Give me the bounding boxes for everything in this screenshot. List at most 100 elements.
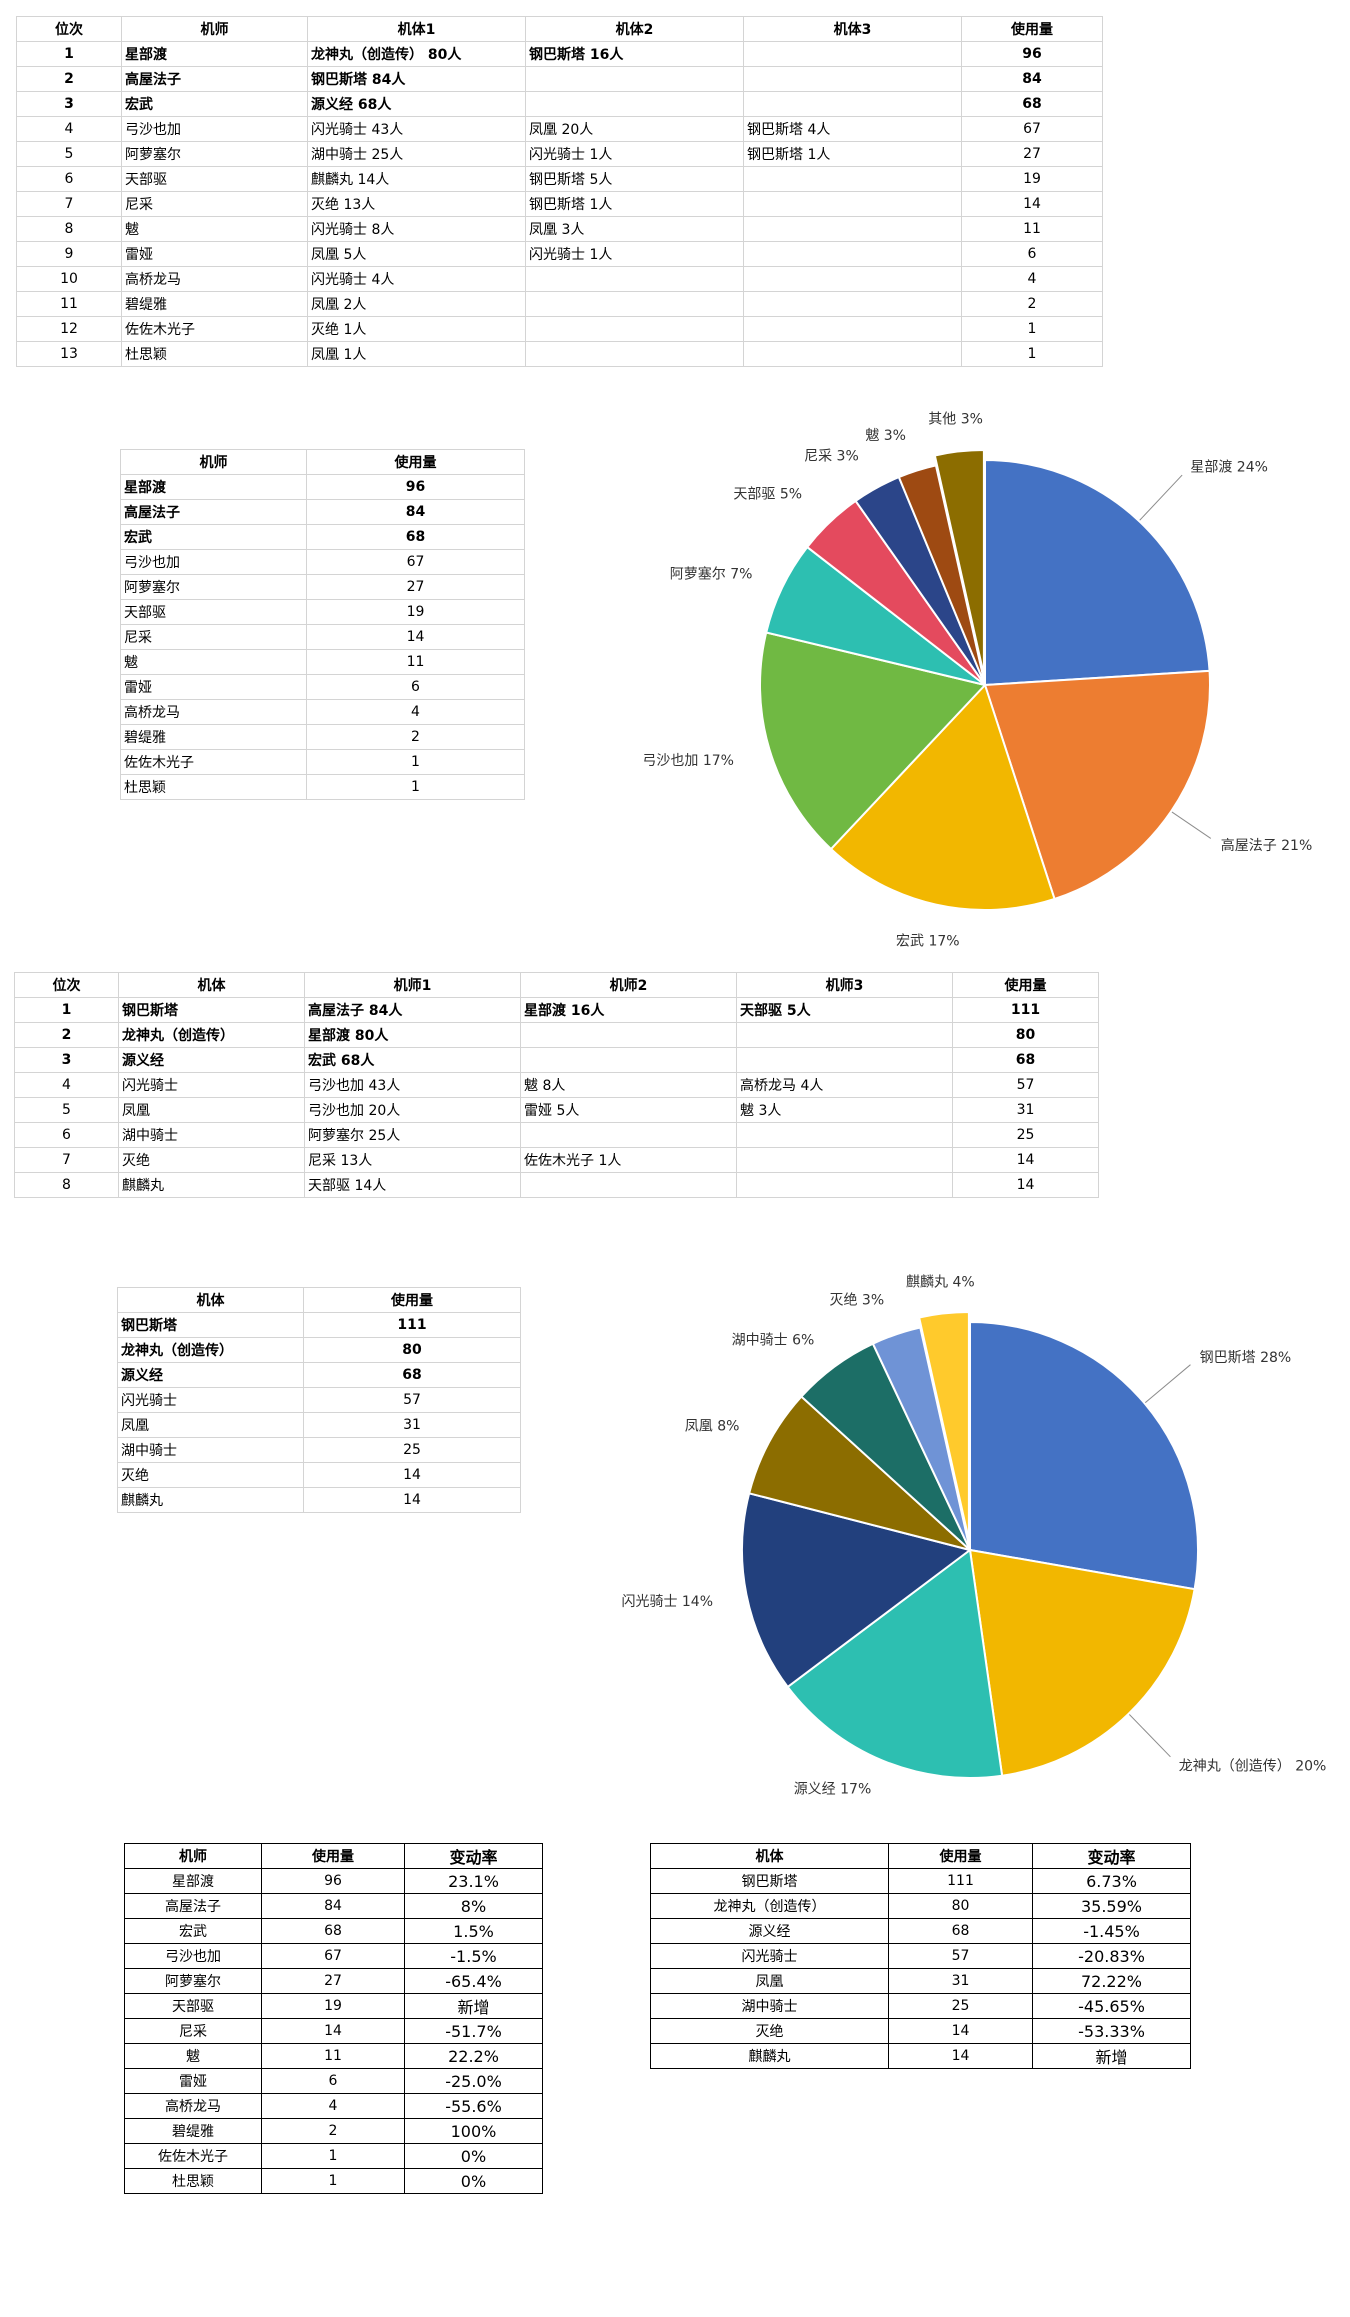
table-cell-total: 14 — [952, 1147, 1099, 1173]
table-cell-total: 96 — [261, 1868, 405, 1894]
table-cell-name: 杜思颖 — [120, 774, 307, 800]
table-row: 阿萝塞尔 27 -65.4% — [124, 1968, 543, 1994]
table-row: 雷娅 6 — [120, 674, 525, 700]
pilot-summary-table: 机师 使用量 星部渡 96 高屋法子 84 宏武 68 弓沙也加 67 阿萝塞尔 27 天部驱 19 尼采 1… — [120, 449, 525, 800]
table-cell-m1: 阿萝塞尔 25人 — [304, 1122, 521, 1148]
table-cell-name: 湖中骑士 — [118, 1122, 305, 1148]
table-cell-name: 高桥龙马 — [121, 266, 308, 292]
table-cell-name: 碧缇雅 — [121, 291, 308, 317]
table-cell-m2 — [520, 1022, 737, 1048]
table-cell-m3 — [743, 341, 962, 367]
pie-data-label: 魃 3% — [865, 428, 906, 444]
table-row: 星部渡 96 23.1% — [124, 1868, 543, 1894]
table-cell-total: 14 — [888, 2043, 1033, 2069]
table-cell-m3 — [743, 91, 962, 117]
table-cell-m1: 灭绝 13人 — [307, 191, 526, 217]
leader-line — [1141, 1364, 1191, 1407]
table-cell-name: 阿萝塞尔 — [121, 141, 308, 167]
table-cell-m2: 星部渡 16人 — [520, 997, 737, 1023]
table-cell-total: 1 — [306, 774, 525, 800]
column-header: 位次 — [14, 972, 119, 998]
table-cell-m1: 星部渡 80人 — [304, 1022, 521, 1048]
table-row: 魃 11 — [120, 649, 525, 675]
table-row: 钢巴斯塔 111 6.73% — [650, 1868, 1191, 1894]
table-row: 湖中骑士 25 — [117, 1437, 521, 1463]
header-row: 机体 使用量 — [117, 1287, 521, 1313]
mecha-detail-table: 位次 机体 机师1 机师2 机师3 使用量 1 钢巴斯塔 高屋法子 84人 星部渡 16人 天部驱 … — [14, 972, 1099, 1198]
table-cell-rank: 2 — [16, 66, 122, 92]
table-cell-m2 — [525, 291, 744, 317]
header-row: 位次 机师 机体1 机体2 机体3 使用量 — [16, 16, 1103, 42]
table-row: 龙神丸（创造传） 80 35.59% — [650, 1893, 1191, 1919]
pie-slice — [786, 1548, 1004, 1779]
table-cell-total: 6 — [306, 674, 525, 700]
table-cell-name: 高屋法子 — [121, 66, 308, 92]
table-cell-total: 27 — [961, 141, 1103, 167]
pie-data-label: 弓沙也加 17% — [642, 753, 734, 769]
pilot-usage-pie-chart: 星部渡 24% 高屋法子 21% 宏武 17% 弓沙也加 17% 阿萝塞尔 7% 天部驱 … — [642, 412, 1312, 950]
table-row: 天部驱 19 — [120, 599, 525, 625]
table-row: 麒麟丸 14 — [117, 1487, 521, 1513]
table-cell-m1: 湖中骑士 25人 — [307, 141, 526, 167]
table-cell-name: 尼采 — [120, 624, 307, 650]
table-cell-change: 8% — [404, 1893, 543, 1919]
column-header: 机师 — [121, 16, 308, 42]
table-cell-name: 凤凰 — [117, 1412, 304, 1438]
table-cell-total: 68 — [303, 1362, 521, 1388]
table-row: 宏武 68 — [120, 524, 525, 550]
table-row: 9 雷娅 凤凰 5人 闪光骑士 1人 6 — [16, 241, 1103, 267]
table-row: 11 碧缇雅 凤凰 2人 2 — [16, 291, 1103, 317]
pie-slice — [917, 1311, 970, 1541]
table-cell-name: 星部渡 — [124, 1868, 262, 1894]
table-cell-rank: 11 — [16, 291, 122, 317]
table-row: 闪光骑士 57 — [117, 1387, 521, 1413]
table-cell-name: 佐佐木光子 — [120, 749, 307, 775]
table-cell-change: 0% — [404, 2143, 543, 2169]
table-cell-total: 68 — [952, 1047, 1099, 1073]
table-cell-name: 雷娅 — [124, 2068, 262, 2094]
table-row: 尼采 14 — [120, 624, 525, 650]
table-cell-m2: 钢巴斯塔 16人 — [525, 41, 744, 67]
table-cell-m3 — [736, 1022, 953, 1048]
pie-data-label: 灭绝 3% — [829, 1292, 884, 1308]
table-cell-rank: 4 — [16, 116, 122, 142]
table-cell-name: 杜思颖 — [121, 341, 308, 367]
table-cell-total: 14 — [888, 2018, 1033, 2044]
table-row: 闪光骑士 57 -20.83% — [650, 1943, 1191, 1969]
table-cell-m1: 宏武 68人 — [304, 1047, 521, 1073]
table-cell-rank: 12 — [16, 316, 122, 342]
column-header: 使用量 — [261, 1843, 405, 1869]
table-cell-total: 25 — [952, 1122, 1099, 1148]
table-cell-total: 84 — [261, 1893, 405, 1919]
table-cell-rank: 1 — [16, 41, 122, 67]
table-cell-m3 — [736, 1172, 953, 1198]
table-cell-change: -55.6% — [404, 2093, 543, 2119]
pie-data-label: 龙神丸（创造传） 20% — [1179, 1758, 1327, 1774]
table-cell-m1: 高屋法子 84人 — [304, 997, 521, 1023]
table-cell-rank: 8 — [16, 216, 122, 242]
table-cell-m1: 闪光骑士 4人 — [307, 266, 526, 292]
header-row: 位次 机体 机师1 机师2 机师3 使用量 — [14, 972, 1099, 998]
table-row: 佐佐木光子 1 0% — [124, 2143, 543, 2169]
table-cell-change: 35.59% — [1032, 1893, 1191, 1919]
table-cell-total: 111 — [888, 1868, 1033, 1894]
table-cell-m2 — [520, 1047, 737, 1073]
pie-slice — [968, 1548, 1196, 1777]
table-cell-change: 22.2% — [404, 2043, 543, 2069]
table-row: 8 麒麟丸 天部驱 14人 14 — [14, 1172, 1099, 1198]
column-header: 变动率 — [404, 1843, 543, 1869]
table-cell-total: 27 — [261, 1968, 405, 1994]
table-cell-name: 源义经 — [117, 1362, 304, 1388]
table-cell-total: 19 — [961, 166, 1103, 192]
mecha-summary-table: 机体 使用量 钢巴斯塔 111 龙神丸（创造传） 80 源义经 68 闪光骑士 57 凤凰 31 湖中骑… — [117, 1287, 521, 1513]
column-header: 使用量 — [303, 1287, 521, 1313]
table-cell-rank: 8 — [14, 1172, 119, 1198]
table-row: 7 灭绝 尼采 13人 佐佐木光子 1人 14 — [14, 1147, 1099, 1173]
leader-line — [1125, 1710, 1171, 1758]
pie-slice — [759, 631, 987, 851]
column-header: 机体2 — [525, 16, 744, 42]
table-cell-total: 14 — [261, 2018, 405, 2044]
table-cell-total: 25 — [303, 1437, 521, 1463]
pie-slice — [747, 1395, 971, 1551]
table-cell-name: 高屋法子 — [120, 499, 307, 525]
